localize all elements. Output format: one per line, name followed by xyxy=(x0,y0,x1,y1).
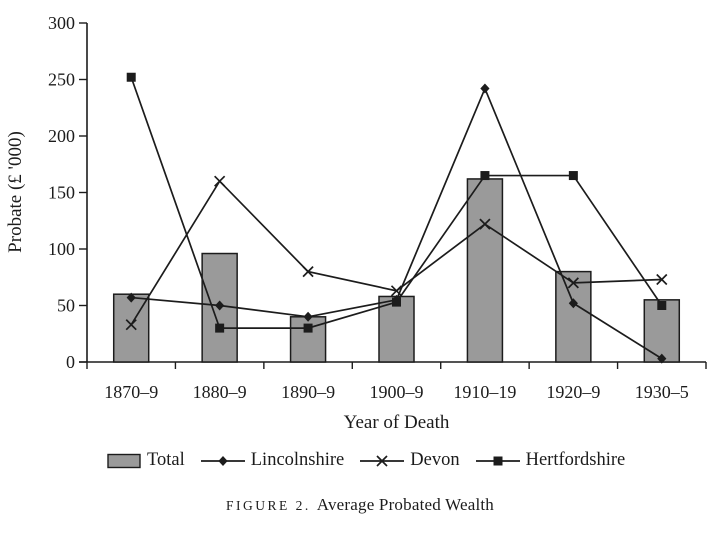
x-tick-label: 1890–9 xyxy=(281,382,335,402)
chart-legend: Total Lincolnshire Devon Hertfordshire xyxy=(106,450,720,471)
x-tick-label: 1900–9 xyxy=(370,382,424,402)
x-marker xyxy=(656,273,668,286)
y-tick-label: 200 xyxy=(48,126,75,146)
line-devon xyxy=(125,175,668,331)
x-legend-glyph xyxy=(360,454,405,467)
x-tick-label: 1870–9 xyxy=(104,382,158,402)
y-tick-label: 0 xyxy=(66,352,75,372)
legend-label: Hertfordshire xyxy=(525,450,626,470)
y-tick-label: 300 xyxy=(48,13,75,33)
diamond-marker xyxy=(126,292,136,303)
line-hertfordshire xyxy=(126,72,667,333)
legend-item-total: Total xyxy=(106,450,185,471)
bar xyxy=(289,316,327,363)
square-legend-glyph xyxy=(475,456,520,465)
x-marker xyxy=(567,277,579,289)
legend-label: Devon xyxy=(410,450,460,470)
y-axis-title: Probate (£ '000) xyxy=(5,131,26,253)
diamond-legend-glyph xyxy=(200,455,245,466)
square-marker xyxy=(215,323,225,333)
probate-chart: 0 50 100 150 200 250 300 1870–9 1880–9 1890–9 1900… xyxy=(5,13,707,433)
x-marker xyxy=(302,265,314,278)
square-marker xyxy=(480,171,490,181)
legend-item-lincolnshire: Lincolnshire xyxy=(200,450,345,471)
x-axis: 1870–9 1880–9 1890–9 1900–9 1910–19 1920–9 193… xyxy=(79,361,707,402)
y-tick-label: 50 xyxy=(57,296,75,316)
square-marker xyxy=(126,72,136,82)
diamond-marker xyxy=(657,353,667,364)
x-tick-label: 1930–5 xyxy=(635,382,689,402)
diamond-marker xyxy=(218,455,228,466)
y-tick-label: 150 xyxy=(48,183,75,203)
diamond-marker xyxy=(303,311,313,322)
square-marker xyxy=(493,456,503,465)
figure-title: Average Probated Wealth xyxy=(316,495,495,514)
x-axis-title: Year of Death xyxy=(344,412,450,433)
legend-label: Lincolnshire xyxy=(250,450,345,470)
x-marker xyxy=(376,454,388,467)
diamond-marker xyxy=(215,300,225,311)
diamond-marker xyxy=(480,83,490,94)
x-tick-label: 1920–9 xyxy=(546,382,600,402)
x-marker xyxy=(214,175,226,187)
bar xyxy=(555,270,592,363)
bar xyxy=(378,295,415,363)
x-tick-label: 1880–9 xyxy=(193,382,247,402)
y-tick-label: 100 xyxy=(48,239,75,259)
legend-item-hertfordshire: Hertfordshire xyxy=(475,450,626,471)
figure-number-label: FIGURE 2. xyxy=(225,498,311,513)
bar-swatch xyxy=(107,453,141,468)
figure-caption: FIGURE 2. Average Probated Wealth xyxy=(0,495,720,515)
bar-legend-glyph xyxy=(107,453,141,468)
diamond-marker xyxy=(568,298,578,309)
square-marker xyxy=(657,301,667,310)
legend-item-devon: Devon xyxy=(359,450,460,471)
square-marker xyxy=(303,323,313,333)
x-tick-label: 1910–19 xyxy=(453,382,516,402)
x-marker xyxy=(479,218,491,230)
y-tick-label: 250 xyxy=(48,70,75,90)
y-axis: 0 50 100 150 200 250 300 xyxy=(48,13,88,372)
bar xyxy=(466,178,504,363)
x-marker xyxy=(390,285,403,297)
legend-label: Total xyxy=(147,450,185,470)
square-marker xyxy=(568,171,578,181)
x-marker xyxy=(125,319,137,331)
square-marker xyxy=(392,297,401,307)
